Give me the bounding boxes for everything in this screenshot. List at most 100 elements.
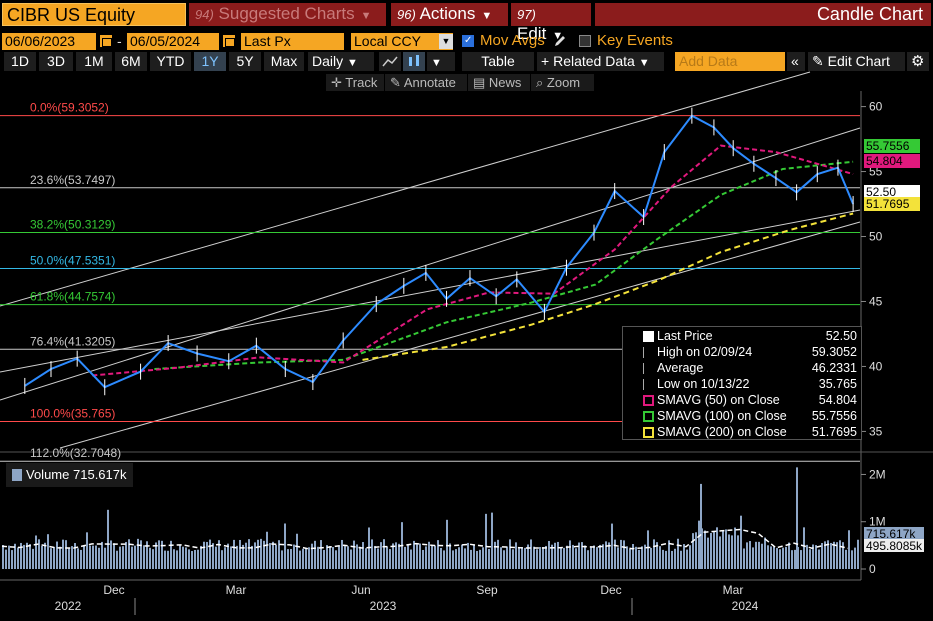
volume-bar [206,541,208,569]
price-field-select[interactable]: Last Px [241,33,344,50]
edit-menu[interactable]: 97) Edit ▼ [511,3,591,43]
period-ytd[interactable]: YTD [150,52,191,71]
volume-bar [113,543,115,569]
gear-icon[interactable]: ⚙ [907,52,929,71]
line-chart-icon[interactable] [379,52,401,71]
add-data-input[interactable]: Add Data [675,52,785,71]
x-tick-label: Dec [600,583,621,597]
volume-bar [716,527,718,569]
mov-avgs-checkbox[interactable] [462,35,474,47]
volume-bar [239,539,241,569]
period-max[interactable]: Max [264,52,304,71]
period-1d[interactable]: 1D [4,52,36,71]
volume-bar [194,549,196,569]
volume-bar [197,549,199,569]
volume-bar [824,541,826,569]
calendar-icon[interactable] [99,34,113,48]
edit-chart-button[interactable]: ✎ Edit Chart [808,52,905,71]
calendar-icon[interactable] [222,34,236,48]
last-value-label: 55.7556 [866,139,910,153]
volume-bar [2,545,4,569]
legend-key: SMAVG (100) on Close [657,409,787,423]
volume-bar [700,483,702,569]
ticker-field[interactable]: CIBR US Equity [2,3,186,26]
volume-bar [74,543,76,569]
volume-bar [782,547,784,569]
volume-bar [173,549,175,569]
currency-select[interactable]: Local CCY [351,33,453,50]
fib-level-label: 112.0%(32.7048) [30,446,121,460]
annotate-button[interactable]: ✎ Annotate [385,74,467,91]
volume-bar [35,535,37,569]
news-label: News [488,75,522,90]
chevron-down-icon: ▼ [638,57,650,69]
legend-row: Average 46.2331 [623,361,863,377]
volume-bar [305,548,307,569]
legend-value: 46.2331 [811,361,857,375]
track-button[interactable]: ✛ Track [326,74,384,91]
candle-chart-icon[interactable] [403,52,425,71]
zoom-button[interactable]: ⌕ Zoom [531,74,594,91]
volume-bar [797,547,799,569]
volume-bar [119,546,121,569]
pencil-icon[interactable] [553,34,567,48]
x-tick-label: Jun [351,583,370,597]
volume-bar [83,545,85,569]
volume-bar [632,543,634,569]
volume-bar [122,546,124,569]
chart-type-dropdown[interactable]: ▼ [427,52,455,71]
key-events-label: Key Events [597,32,673,49]
related-data-button[interactable]: + Related Data ▼ [537,52,664,71]
volume-bar [38,539,40,569]
period-3d[interactable]: 3D [39,52,73,71]
volume-bar [521,547,523,569]
volume-bar [815,545,817,569]
volume-bar [704,530,706,569]
volume-bar [821,542,823,569]
table-button[interactable]: Table [462,52,534,71]
magnifier-icon: ⌕ [536,75,544,90]
volume-bar [653,539,655,569]
frequency-select[interactable]: Daily ▼ [308,52,374,71]
volume-bar [20,542,22,569]
volume-bar [200,545,202,569]
volume-bar [467,542,469,569]
suggested-charts-menu[interactable]: 94) Suggested Charts ▼ [189,3,386,26]
key-events-checkbox[interactable] [579,35,591,47]
volume-value: 715.617k [73,467,127,482]
volume-bar [215,546,217,569]
period-5y[interactable]: 5Y [229,52,261,71]
volume-bar [218,540,220,569]
volume-bar [320,540,322,569]
collapse-button[interactable]: « [787,52,805,71]
period-1m[interactable]: 1M [76,52,112,71]
volume-bar [800,550,802,569]
volume-y-tick-label: 1M [869,515,886,529]
legend-row: Last Price 52.50 [623,329,863,345]
volume-bar [284,523,286,569]
volume-bar [623,540,625,569]
period-6m[interactable]: 6M [115,52,147,71]
last-value-label: 54.804 [866,154,903,168]
volume-bar [674,548,676,569]
volume-bar [713,532,715,569]
volume-bar [728,534,730,569]
volume-bar [290,548,292,569]
volume-bar [167,550,169,569]
start-date-field[interactable]: 06/06/2023 [2,33,96,50]
annotate-label: Annotate [403,75,456,90]
period-1y[interactable]: 1Y [194,52,226,71]
volume-value-box [864,527,924,540]
volume-bar [575,548,577,569]
end-date-field[interactable]: 06/05/2024 [127,33,219,50]
legend-key: Average [657,361,704,375]
chevron-down-icon: ▼ [360,10,372,22]
chevron-down-icon[interactable]: ▼ [439,34,453,49]
news-button[interactable]: ▤ News [468,74,530,91]
volume-bar [32,548,34,569]
volume-bar [233,539,235,569]
volume-bar [170,540,172,569]
actions-menu[interactable]: 96) Actions ▼ [391,3,508,26]
volume-bar [563,547,565,569]
